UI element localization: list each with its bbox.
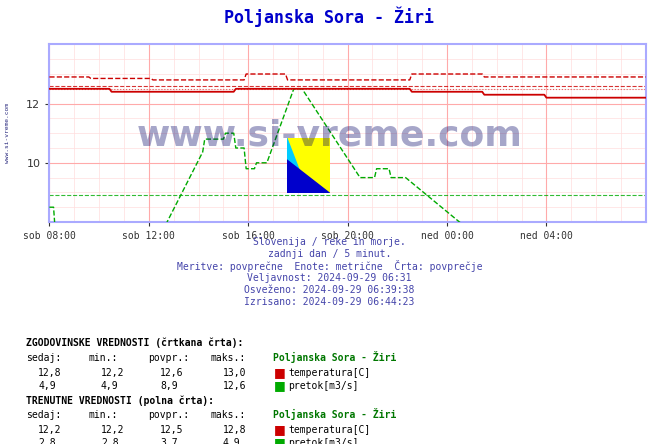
- Text: temperatura[C]: temperatura[C]: [288, 425, 370, 435]
- Text: ■: ■: [273, 379, 285, 392]
- Text: www.si-vreme.com: www.si-vreme.com: [5, 103, 11, 163]
- Text: 2,8: 2,8: [38, 438, 56, 444]
- Text: maks.:: maks.:: [211, 353, 246, 363]
- Text: Meritve: povprečne  Enote: metrične  Črta: povprečje: Meritve: povprečne Enote: metrične Črta:…: [177, 260, 482, 272]
- Text: 3,7: 3,7: [160, 438, 178, 444]
- Text: min.:: min.:: [89, 353, 119, 363]
- Text: Poljanska Sora - Žiri: Poljanska Sora - Žiri: [273, 408, 397, 420]
- Text: ■: ■: [273, 365, 285, 379]
- Text: 13,0: 13,0: [223, 368, 246, 378]
- Text: 12,2: 12,2: [101, 425, 125, 435]
- Polygon shape: [287, 138, 308, 193]
- Text: ■: ■: [273, 436, 285, 444]
- Text: sedaj:: sedaj:: [26, 410, 61, 420]
- Text: 4,9: 4,9: [38, 381, 56, 391]
- Text: 4,9: 4,9: [223, 438, 241, 444]
- Text: Slovenija / reke in morje.: Slovenija / reke in morje.: [253, 237, 406, 247]
- Text: ■: ■: [273, 423, 285, 436]
- Text: 12,2: 12,2: [101, 368, 125, 378]
- Text: Poljanska Sora - Žiri: Poljanska Sora - Žiri: [225, 7, 434, 27]
- Text: ZGODOVINSKE VREDNOSTI (črtkana črta):: ZGODOVINSKE VREDNOSTI (črtkana črta):: [26, 338, 244, 349]
- Text: Poljanska Sora - Žiri: Poljanska Sora - Žiri: [273, 351, 397, 363]
- Text: maks.:: maks.:: [211, 410, 246, 420]
- Text: www.si-vreme.com: www.si-vreme.com: [136, 119, 523, 152]
- Text: 12,6: 12,6: [223, 381, 246, 391]
- Text: povpr.:: povpr.:: [148, 410, 189, 420]
- Polygon shape: [287, 138, 330, 193]
- Text: zadnji dan / 5 minut.: zadnji dan / 5 minut.: [268, 249, 391, 259]
- Text: Izrisano: 2024-09-29 06:44:23: Izrisano: 2024-09-29 06:44:23: [244, 297, 415, 307]
- Text: 8,9: 8,9: [160, 381, 178, 391]
- Text: Osveženo: 2024-09-29 06:39:38: Osveženo: 2024-09-29 06:39:38: [244, 285, 415, 295]
- Text: Veljavnost: 2024-09-29 06:31: Veljavnost: 2024-09-29 06:31: [247, 273, 412, 283]
- Text: 12,8: 12,8: [38, 368, 62, 378]
- Text: pretok[m3/s]: pretok[m3/s]: [288, 381, 358, 391]
- Text: temperatura[C]: temperatura[C]: [288, 368, 370, 378]
- Text: 2,8: 2,8: [101, 438, 119, 444]
- Text: TRENUTNE VREDNOSTI (polna črta):: TRENUTNE VREDNOSTI (polna črta):: [26, 395, 214, 406]
- Text: 12,2: 12,2: [38, 425, 62, 435]
- Text: pretok[m3/s]: pretok[m3/s]: [288, 438, 358, 444]
- Text: povpr.:: povpr.:: [148, 353, 189, 363]
- Text: 12,6: 12,6: [160, 368, 184, 378]
- Text: 12,5: 12,5: [160, 425, 184, 435]
- Text: sedaj:: sedaj:: [26, 353, 61, 363]
- Text: 12,8: 12,8: [223, 425, 246, 435]
- Polygon shape: [287, 160, 330, 193]
- Text: 4,9: 4,9: [101, 381, 119, 391]
- Text: min.:: min.:: [89, 410, 119, 420]
